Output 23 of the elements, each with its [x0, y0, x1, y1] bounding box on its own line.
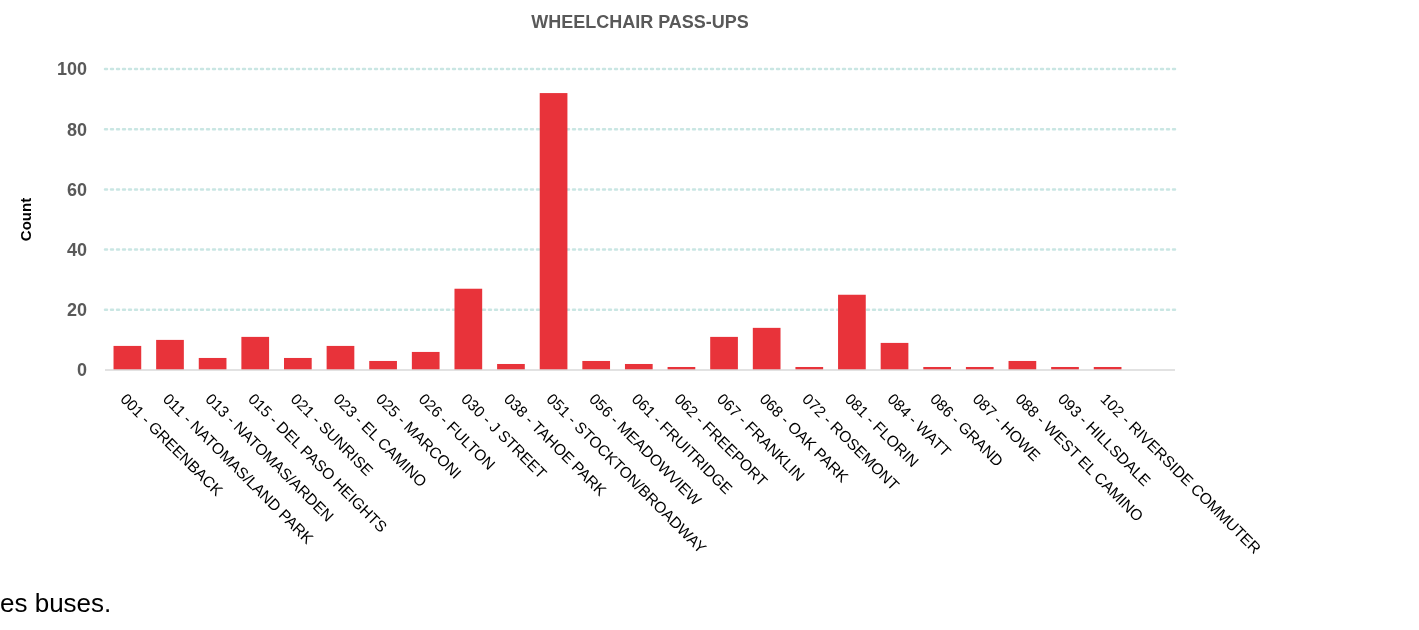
bar	[880, 342, 909, 370]
y-tick-label: 100	[56, 59, 87, 80]
bar	[241, 336, 270, 370]
bar	[369, 360, 397, 370]
bar	[710, 336, 738, 370]
y-tick-label: 80	[66, 119, 87, 140]
bar	[582, 360, 611, 370]
bar	[454, 288, 483, 370]
bar	[411, 351, 440, 370]
bar	[284, 357, 312, 370]
chart-title: WHEELCHAIR PASS-UPS	[531, 12, 749, 32]
y-tick-label: 40	[66, 239, 87, 260]
y-tick-label: 20	[66, 300, 87, 321]
y-axis-title: Count	[17, 197, 34, 242]
y-tick-label: 0	[76, 360, 87, 381]
bar	[838, 294, 866, 370]
bar	[156, 339, 184, 370]
bar	[752, 327, 781, 370]
bar	[113, 345, 142, 370]
text: es buses.	[0, 588, 112, 618]
bar	[539, 93, 568, 370]
bar	[326, 345, 355, 370]
y-tick-label: 60	[66, 179, 87, 200]
